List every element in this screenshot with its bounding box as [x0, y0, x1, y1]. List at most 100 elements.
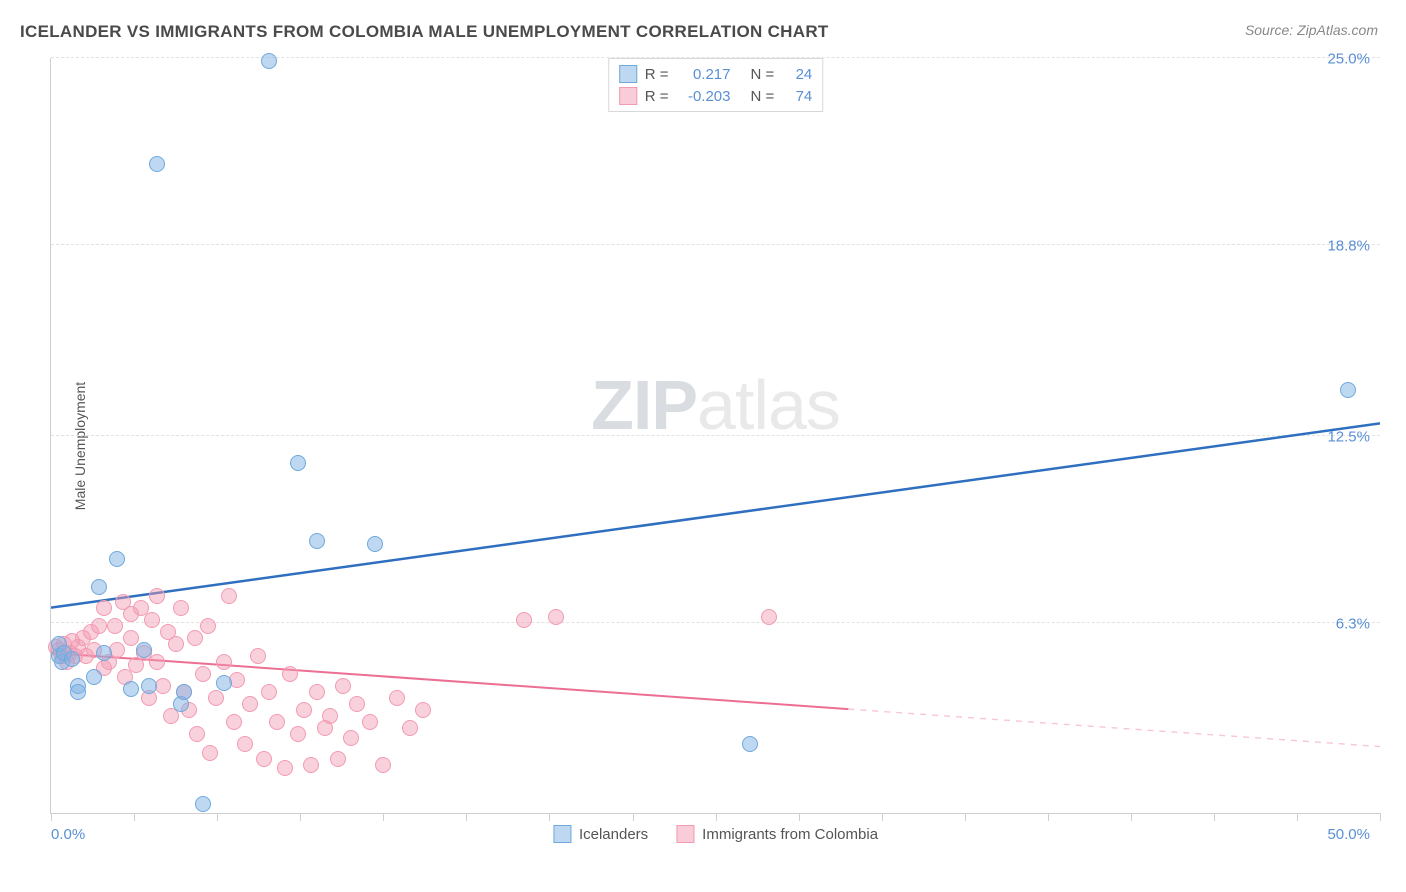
pink-point: [415, 702, 431, 718]
pink-point: [168, 636, 184, 652]
x-tick: [633, 813, 634, 821]
stat-n-blue: 24: [784, 66, 812, 83]
stat-r-label: R =: [645, 66, 669, 83]
pink-point: [375, 757, 391, 773]
pink-point: [123, 630, 139, 646]
pink-point: [277, 760, 293, 776]
legend-item-blue: Icelanders: [553, 825, 648, 843]
pink-point: [349, 696, 365, 712]
legend-item-pink: Immigrants from Colombia: [676, 825, 878, 843]
pink-point: [296, 702, 312, 718]
gridline: [51, 622, 1380, 623]
pink-point: [107, 618, 123, 634]
y-tick-label: 12.5%: [1327, 428, 1370, 445]
pink-point: [322, 708, 338, 724]
stat-r-blue: 0.217: [679, 66, 731, 83]
source-attribution: Source: ZipAtlas.com: [1245, 22, 1378, 38]
x-tick: [466, 813, 467, 821]
series-legend: Icelanders Immigrants from Colombia: [553, 825, 878, 843]
x-tick-label-min: 0.0%: [51, 826, 85, 843]
watermark-bold: ZIP: [591, 366, 697, 444]
swatch-blue-icon: [619, 65, 637, 83]
pink-point: [761, 609, 777, 625]
x-tick: [965, 813, 966, 821]
blue-point: [195, 796, 211, 812]
blue-point: [309, 533, 325, 549]
x-tick: [1131, 813, 1132, 821]
x-tick: [1297, 813, 1298, 821]
blue-point: [216, 675, 232, 691]
blue-point: [91, 579, 107, 595]
blue-point: [1340, 382, 1356, 398]
x-tick: [799, 813, 800, 821]
pink-point: [187, 630, 203, 646]
x-tick: [217, 813, 218, 821]
blue-point: [109, 551, 125, 567]
pink-point: [202, 745, 218, 761]
pink-point: [309, 684, 325, 700]
x-tick: [549, 813, 550, 821]
pink-point: [173, 600, 189, 616]
y-tick-label: 25.0%: [1327, 51, 1370, 68]
y-tick-label: 6.3%: [1336, 615, 1370, 632]
gridline: [51, 435, 1380, 436]
pink-point: [548, 609, 564, 625]
watermark: ZIPatlas: [591, 365, 840, 445]
stat-r-pink: -0.203: [679, 88, 731, 105]
x-tick: [134, 813, 135, 821]
chart-plot-area: ZIPatlas 0.0% 50.0% R = 0.217 N = 24 R =…: [50, 58, 1380, 814]
pink-point: [516, 612, 532, 628]
blue-point: [136, 642, 152, 658]
blue-point: [367, 536, 383, 552]
pink-point: [362, 714, 378, 730]
stat-n-label: N =: [751, 88, 775, 105]
pink-point: [389, 690, 405, 706]
pink-point: [282, 666, 298, 682]
x-tick-label-max: 50.0%: [1327, 826, 1370, 843]
legend-label-blue: Icelanders: [579, 826, 648, 843]
pink-trendline-dashed: [848, 709, 1380, 746]
pink-point: [303, 757, 319, 773]
blue-point: [70, 684, 86, 700]
blue-point: [290, 455, 306, 471]
pink-point: [149, 654, 165, 670]
blue-point: [86, 669, 102, 685]
stat-row-pink: R = -0.203 N = 74: [619, 85, 813, 107]
pink-point: [290, 726, 306, 742]
x-tick: [1214, 813, 1215, 821]
blue-trendline: [51, 423, 1380, 607]
stat-n-pink: 74: [784, 88, 812, 105]
pink-point: [221, 588, 237, 604]
pink-point: [144, 612, 160, 628]
blue-point: [149, 156, 165, 172]
stat-r-label: R =: [645, 88, 669, 105]
blue-point: [176, 684, 192, 700]
blue-point: [96, 645, 112, 661]
stat-n-label: N =: [751, 66, 775, 83]
blue-point: [141, 678, 157, 694]
pink-point: [200, 618, 216, 634]
pink-point: [330, 751, 346, 767]
pink-point: [343, 730, 359, 746]
pink-point: [335, 678, 351, 694]
swatch-blue-icon: [553, 825, 571, 843]
pink-point: [96, 600, 112, 616]
blue-point: [261, 53, 277, 69]
swatch-pink-icon: [676, 825, 694, 843]
x-tick: [882, 813, 883, 821]
pink-point: [256, 751, 272, 767]
blue-point: [742, 736, 758, 752]
pink-point: [91, 618, 107, 634]
pink-point: [250, 648, 266, 664]
pink-point: [226, 714, 242, 730]
pink-point: [242, 696, 258, 712]
watermark-rest: atlas: [697, 366, 840, 444]
gridline: [51, 244, 1380, 245]
y-tick-label: 18.8%: [1327, 238, 1370, 255]
pink-point: [195, 666, 211, 682]
x-tick: [383, 813, 384, 821]
x-tick: [1380, 813, 1381, 821]
pink-point: [261, 684, 277, 700]
x-tick: [300, 813, 301, 821]
x-tick: [51, 813, 52, 821]
